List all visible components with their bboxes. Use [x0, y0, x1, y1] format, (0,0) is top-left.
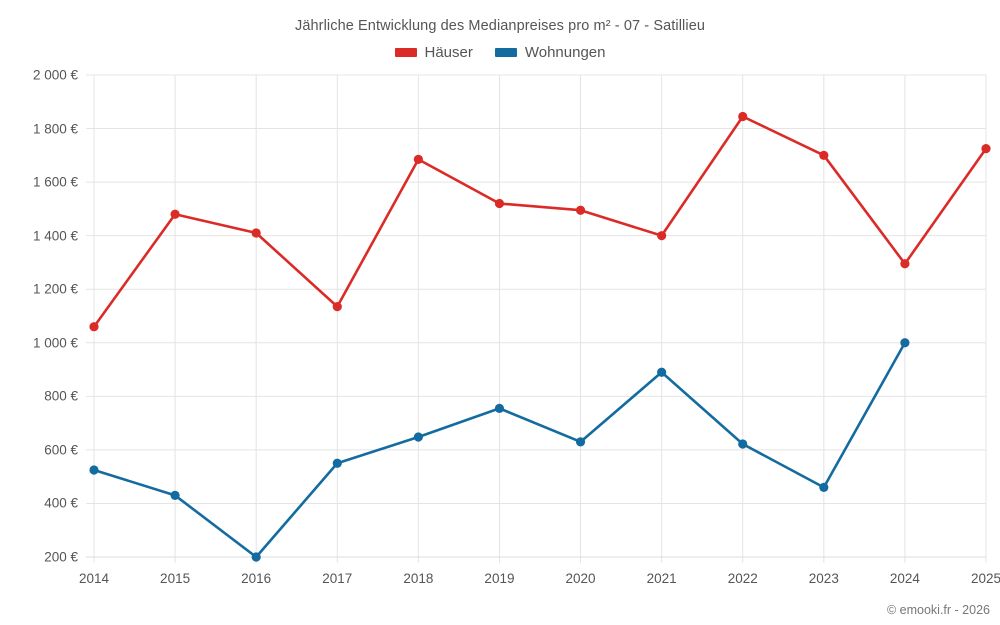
x-axis-tick-label: 2018 [403, 571, 434, 586]
y-axis-tick-label: 2 000 € [32, 67, 78, 83]
data-point[interactable] [494, 403, 505, 413]
y-axis-tick-label: 1 600 € [32, 174, 78, 190]
legend-swatch-wohnungen [494, 48, 517, 57]
data-point[interactable] [251, 228, 261, 238]
x-axis-tick-label: 2019 [484, 571, 515, 586]
credit-text: © emooki.fr - 2026 [886, 603, 990, 617]
y-axis-tick-label: 1 800 € [32, 121, 78, 137]
data-point[interactable] [413, 154, 423, 164]
legend-swatch-hauser [394, 48, 417, 57]
x-axis-tick-label: 2020 [565, 571, 596, 586]
y-axis-tick-label: 400 € [44, 495, 78, 511]
x-axis-tick-label: 2024 [889, 571, 920, 586]
x-axis-tick-label: 2022 [727, 571, 758, 586]
data-point[interactable] [657, 231, 667, 241]
x-axis-tick-label: 2014 [78, 571, 110, 586]
x-axis-tick-label: 2025 [970, 571, 1000, 586]
y-axis-tick-label: 200 € [44, 549, 78, 565]
data-point[interactable] [981, 144, 991, 154]
legend-label-hauser: Häuser [424, 44, 473, 61]
data-point[interactable] [89, 322, 99, 332]
data-point[interactable] [900, 259, 910, 269]
data-point[interactable] [251, 552, 261, 562]
chart-legend: Häuser Wohnungen [0, 44, 1000, 61]
data-point[interactable] [738, 111, 748, 122]
legend-item-wohnungen[interactable]: Wohnungen [494, 44, 606, 61]
x-axis-tick-label: 2017 [322, 571, 353, 586]
x-axis-tick-label: 2021 [646, 571, 677, 586]
gridlines [86, 74, 987, 563]
data-point[interactable] [819, 150, 829, 160]
data-point[interactable] [575, 437, 586, 447]
data-point[interactable] [575, 205, 586, 215]
x-axis-tick-label: 2023 [808, 571, 839, 586]
series-layer [89, 111, 991, 562]
data-point[interactable] [170, 490, 180, 501]
y-axis-tick-label: 1 000 € [32, 335, 78, 351]
legend-label-wohnungen: Wohnungen [524, 44, 606, 61]
data-point[interactable] [413, 432, 423, 442]
chart-title: Jährliche Entwicklung des Medianpreises … [294, 18, 706, 34]
y-axis-tick-label: 1 400 € [32, 228, 78, 244]
y-axis-tick-label: 600 € [44, 442, 78, 458]
y-axis-tick-label: 800 € [44, 388, 78, 404]
data-point[interactable] [900, 338, 910, 348]
data-point[interactable] [170, 209, 180, 219]
legend-item-hauser[interactable]: Häuser [394, 44, 473, 61]
x-axis-tick-label: 2016 [241, 571, 272, 586]
x-axis-tick-label: 2015 [160, 571, 191, 586]
y-axis-tick-label: 1 200 € [32, 281, 78, 297]
data-point[interactable] [89, 465, 99, 475]
data-point[interactable] [819, 482, 829, 492]
data-point[interactable] [332, 302, 342, 312]
data-point[interactable] [332, 458, 342, 468]
data-point[interactable] [494, 198, 505, 209]
series-line-häuser [92, 115, 988, 329]
data-point[interactable] [657, 367, 667, 377]
data-point[interactable] [738, 439, 748, 449]
